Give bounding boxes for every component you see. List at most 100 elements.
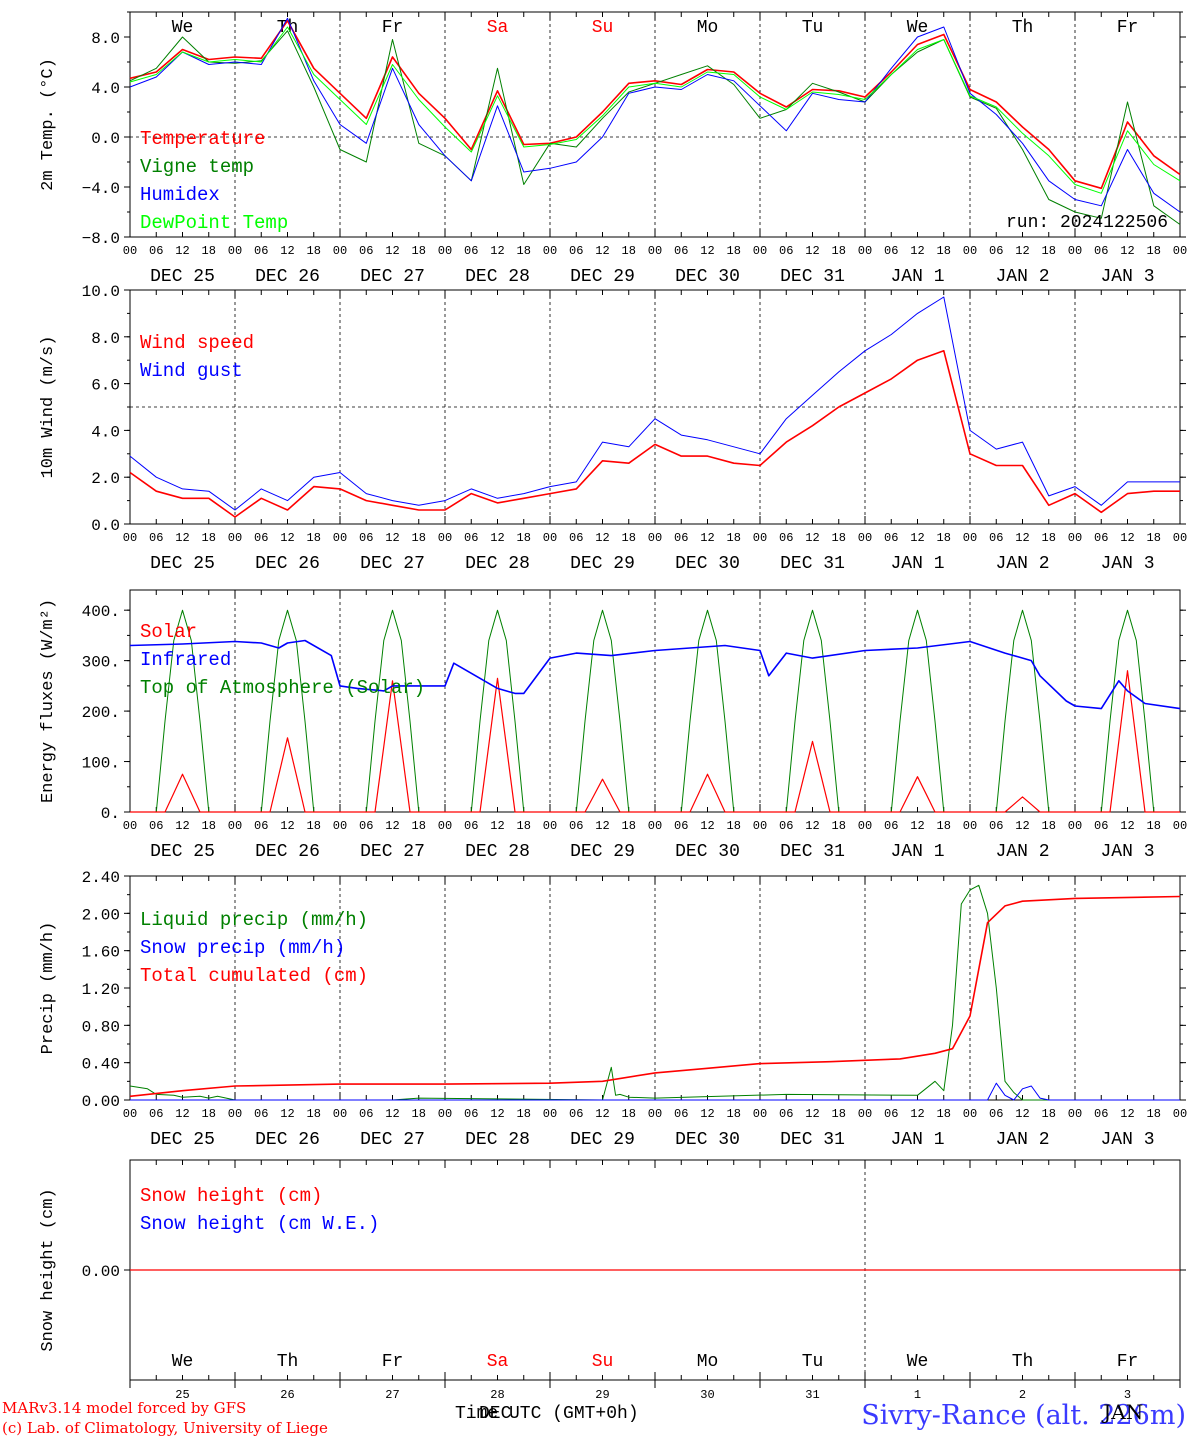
x-hour-label: 18 (412, 819, 426, 833)
series-line-solar (130, 670, 1180, 813)
y-tick-label: 8.0 (91, 30, 120, 48)
legend-entry: Liquid precip (mm/h) (140, 909, 368, 931)
x-hour-label: 12 (910, 1107, 924, 1121)
x-hour-label: 06 (359, 244, 373, 258)
x-hour-label: 18 (937, 819, 951, 833)
y-axis-title: Precip (mm/h) (39, 922, 58, 1055)
x-hour-label: 00 (648, 819, 662, 833)
panel-1: −8.0 −4.0 0.0 4.0 8.0 00 06 12 18 00 06 12 18 00 06 12 1… (39, 11, 1187, 287)
panel-3: 0. 100. 200. 300. 400. 00 06 12 18 00 06 12 18 00 06 12… (39, 589, 1187, 862)
x-hour-label: 12 (385, 1107, 399, 1121)
x-hour-label: 18 (727, 819, 741, 833)
x-hour-label: 18 (202, 244, 216, 258)
x-hour-label: 18 (832, 1107, 846, 1121)
panel-4: 0.00 0.40 0.80 1.20 1.60 2.00 2.40 00 06 12 18 00 06… (39, 869, 1187, 1150)
x-hour-label: 12 (700, 819, 714, 833)
y-tick-label: 1.20 (82, 981, 120, 999)
x-hour-label: 18 (1042, 1107, 1056, 1121)
series-line-1 (129, 19, 1181, 190)
x-hour-label: 18 (517, 819, 531, 833)
x-hour-label: 12 (805, 244, 819, 258)
x-hour-label: 00 (963, 244, 977, 258)
panel-5: 0.00 Snow height (cm) Snow height (cm) Snow… (39, 1159, 1186, 1400)
legend-entry: Snow precip (mm/h) (140, 937, 345, 959)
y-tick-label: 100. (82, 755, 120, 773)
x-hour-label: 12 (490, 1107, 504, 1121)
x-date-label: DEC 28 (465, 554, 530, 574)
x-date-label: DEC 25 (150, 1130, 215, 1150)
legend-entry: Infrared (140, 649, 231, 671)
x-hour-label: 12 (175, 244, 189, 258)
x-hour-label: 12 (805, 1107, 819, 1121)
weekday-label: Tu (802, 18, 824, 38)
x-hour-label: 06 (674, 1107, 688, 1121)
x-hour-label: 18 (307, 819, 321, 833)
x-hour-label: 12 (1015, 1107, 1029, 1121)
x-hour-label: 06 (149, 1107, 163, 1121)
time-axis-title: Time UTC (GMT+0h) DEC (455, 1404, 639, 1424)
x-hour-label: 00 (753, 819, 767, 833)
day-number-label: 25 (175, 1388, 189, 1400)
y-tick-label: 1.60 (82, 944, 120, 962)
x-hour-label: 18 (307, 244, 321, 258)
x-hour-label: 00 (543, 819, 557, 833)
y-tick-label: 0.40 (82, 1056, 120, 1074)
y-tick-label: 2.00 (82, 906, 120, 924)
x-hour-label: 12 (1120, 1107, 1134, 1121)
day-number-label: 2 (1019, 1388, 1026, 1400)
x-date-label: DEC 26 (255, 267, 320, 287)
x-hour-label: 12 (175, 819, 189, 833)
x-hour-label: 12 (175, 531, 189, 545)
y-tick-label: 2.40 (82, 869, 120, 887)
x-hour-label: 06 (569, 531, 583, 545)
lab-credit: (c) Lab. of Climatology, University of L… (2, 1419, 328, 1437)
meteogram: −8.0−4.00.04.08.000 06 12 18 00 06 12 18 00 06 12 1… (39, 11, 1187, 1400)
x-hour-label: 12 (595, 244, 609, 258)
x-hour-label: 00 (228, 819, 242, 833)
time-axis-label: Time UTC (GMT+0h) (455, 1404, 639, 1424)
x-hour-label: 06 (569, 1107, 583, 1121)
y-tick-label: 0.0 (91, 130, 120, 148)
x-hour-label: 00 (333, 819, 347, 833)
weekday-label: We (907, 1352, 929, 1372)
x-hour-label: 00 (963, 1107, 977, 1121)
y-tick-label: 0.80 (82, 1018, 120, 1036)
x-date-label: DEC 30 (675, 267, 740, 287)
x-hour-label: 00 (1068, 531, 1082, 545)
x-hour-label: 06 (254, 1107, 268, 1121)
y-tick-label: 0. (101, 805, 120, 823)
x-hour-label: 12 (280, 1107, 294, 1121)
y-axis-title: 10m Wind (m/s) (39, 336, 58, 479)
x-hour-label: 06 (1094, 819, 1108, 833)
x-hour-label: 00 (1173, 1107, 1187, 1121)
x-hour-label: 00 (123, 531, 137, 545)
legend-entry: Wind gust (140, 360, 243, 382)
day-number-label: 29 (595, 1388, 609, 1400)
x-date-label: JAN 1 (890, 267, 944, 287)
y-tick-label: 300. (82, 654, 120, 672)
x-hour-label: 00 (1068, 819, 1082, 833)
x-hour-label: 06 (254, 531, 268, 545)
x-hour-label: 06 (989, 819, 1003, 833)
day-number-label: 31 (805, 1388, 819, 1400)
weekday-label: Fr (1117, 1352, 1139, 1372)
weekday-label: Tu (802, 1352, 824, 1372)
x-date-label: JAN 3 (1100, 267, 1154, 287)
weekday-label: Th (277, 1352, 299, 1372)
x-hour-label: 00 (753, 1107, 767, 1121)
weekday-label: Fr (382, 1352, 404, 1372)
x-hour-label: 12 (280, 819, 294, 833)
x-hour-label: 12 (1015, 531, 1029, 545)
x-hour-label: 00 (438, 819, 452, 833)
x-hour-label: 12 (1015, 244, 1029, 258)
x-hour-label: 06 (149, 819, 163, 833)
x-hour-label: 12 (595, 531, 609, 545)
run-label: run: 2024122506 (1006, 213, 1168, 233)
x-hour-label: 00 (858, 531, 872, 545)
x-date-label: DEC 25 (150, 842, 215, 862)
x-hour-label: 00 (648, 244, 662, 258)
x-hour-label: 06 (149, 531, 163, 545)
x-date-label: JAN 3 (1100, 554, 1154, 574)
x-hour-label: 18 (937, 1107, 951, 1121)
day-number-label: 26 (280, 1388, 294, 1400)
